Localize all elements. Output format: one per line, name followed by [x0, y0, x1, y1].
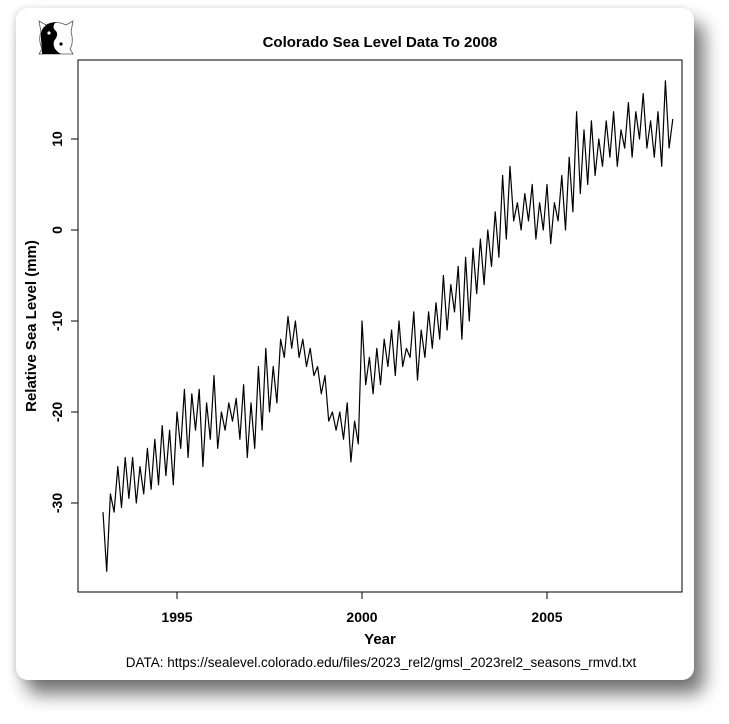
data-source-note: DATA: https://sealevel.colorado.edu/file…	[126, 655, 637, 670]
yin-yang-cat-icon	[38, 20, 74, 55]
x-tick-label: 2005	[531, 609, 562, 625]
y-tick-label: -10	[49, 311, 65, 331]
plot-frame	[77, 59, 683, 593]
y-tick-label: -30	[49, 493, 65, 513]
y-tick-label: 10	[49, 131, 65, 147]
x-axis-label: Year	[364, 631, 396, 648]
y-tick-label: -20	[49, 402, 65, 422]
x-axis: 1995 2000 2005	[161, 592, 563, 625]
y-axis: -30 -20 -10 0 10	[49, 131, 78, 513]
x-tick-label: 1995	[161, 609, 192, 625]
y-tick-label: 0	[49, 226, 65, 234]
x-tick-label: 2000	[346, 609, 377, 625]
sea-level-line	[102, 80, 674, 572]
chart-title: Colorado Sea Level Data To 2008	[263, 34, 498, 51]
y-axis-label: Relative Sea Level (mm)	[23, 240, 40, 412]
chart-card	[16, 8, 694, 680]
